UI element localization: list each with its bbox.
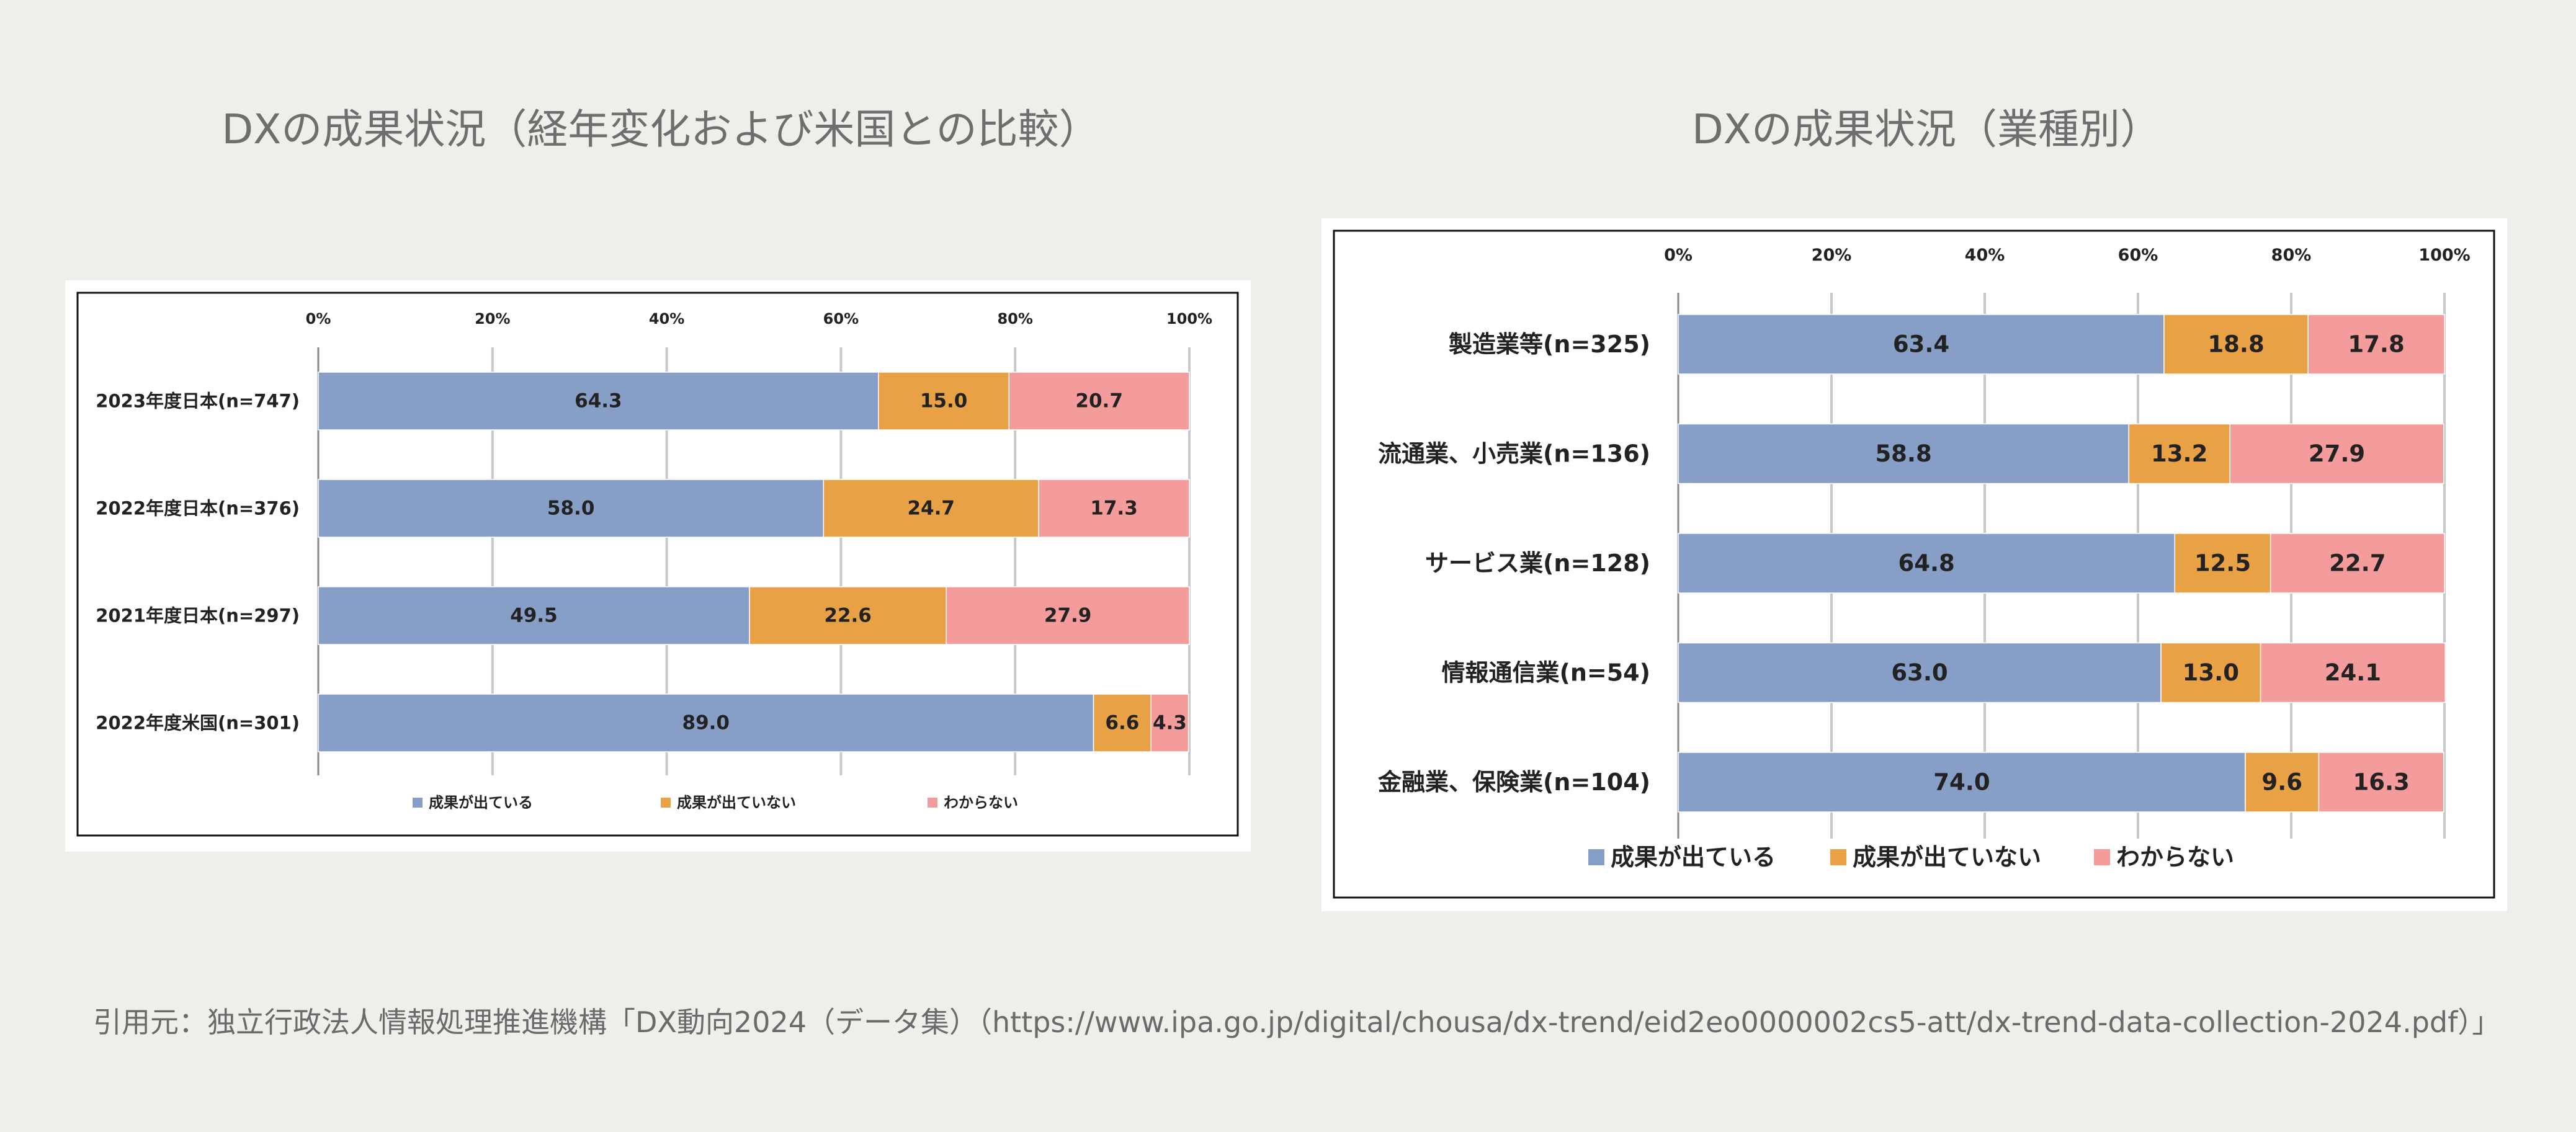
bar-segment <box>2318 752 2444 813</box>
legend-swatch <box>413 798 423 808</box>
chart-svg-yearly: 0% 20% 40% 60% 80% 100% 2023年度日本(n=747) 64.3 15.… <box>76 292 1239 837</box>
data-label: 13.2 <box>2151 440 2207 467</box>
legend-label: わからない <box>2116 844 2234 871</box>
data-label: 16.3 <box>2353 769 2409 796</box>
bar-segment <box>1678 752 2246 813</box>
chart-title-left: DXの成果状況（経年変化および米国との比較） <box>221 105 1100 153</box>
chart-frame <box>76 292 1239 837</box>
bar-segment <box>823 479 1039 538</box>
bar-segment <box>2245 752 2320 813</box>
chart-frame <box>1333 230 2495 899</box>
legend-label: 成果が出ていない <box>1853 844 2041 871</box>
data-label: 27.9 <box>2309 440 2365 467</box>
x-tick-label: 40% <box>1965 246 2005 265</box>
data-label: 63.0 <box>1891 659 1948 686</box>
x-tick-label: 80% <box>2271 246 2312 265</box>
bar-segment <box>318 479 825 538</box>
x-tick-label: 40% <box>649 310 684 328</box>
bar-segment <box>318 693 1094 752</box>
legend-label: わからない <box>944 794 1018 811</box>
chart-svg-industry: 0% 20% 40% 60% 80% 100% 製造業等(n=325) 63.4 18.8 17.… <box>1333 230 2495 899</box>
category-label: サービス業(n=128) <box>1425 550 1650 577</box>
category-label: 2021年度日本(n=297) <box>96 605 300 626</box>
category-label: 2022年度日本(n=376) <box>96 498 300 519</box>
x-tick-label: 100% <box>1166 310 1212 328</box>
x-tick-label: 20% <box>1812 246 1852 265</box>
bar-segment <box>2307 314 2445 375</box>
data-label: 17.3 <box>1090 497 1138 520</box>
data-label: 13.0 <box>2183 659 2239 686</box>
category-label: 金融業、保険業(n=104) <box>1377 769 1650 796</box>
bar-segment <box>1008 372 1190 430</box>
x-tick-label: 80% <box>997 310 1032 328</box>
legend-label: 成果が出ていない <box>677 794 796 811</box>
category-label: 2023年度日本(n=747) <box>96 391 300 412</box>
data-label: 89.0 <box>682 712 730 734</box>
legend-swatch <box>928 798 937 808</box>
data-label: 20.7 <box>1075 390 1123 412</box>
data-label: 22.6 <box>824 605 872 627</box>
legend-swatch <box>1830 849 1846 865</box>
bar-segment <box>318 586 750 645</box>
data-label: 64.3 <box>575 390 622 412</box>
bar-segment <box>1150 693 1189 752</box>
bar-segment <box>2270 533 2445 594</box>
category-label: 2022年度米国(n=301) <box>96 713 300 734</box>
x-tick-label: 60% <box>2118 246 2158 265</box>
data-label: 18.8 <box>2207 331 2264 358</box>
bar-segment <box>1093 693 1152 752</box>
category-label: 情報通信業(n=54) <box>1441 659 1650 687</box>
data-label: 17.8 <box>2348 331 2404 358</box>
citation-text: 引用元：独立行政法人情報処理推進機構「DX動向2024（データ集）（https:… <box>93 1005 2501 1039</box>
data-label: 58.8 <box>1875 440 1931 467</box>
data-label: 4.3 <box>1153 712 1187 734</box>
data-label: 22.7 <box>2329 550 2386 577</box>
bar-segment <box>1678 642 2162 703</box>
data-label: 58.0 <box>547 497 595 520</box>
bar-segment <box>318 372 879 430</box>
bar-segment <box>1678 533 2176 594</box>
x-tick-label: 60% <box>823 310 859 328</box>
chart-card-industry: 0% 20% 40% 60% 80% 100% 製造業等(n=325) 63.4 18.8 17.… <box>1322 218 2507 911</box>
bar-segment <box>2229 423 2444 484</box>
legend-swatch <box>661 798 671 808</box>
data-label: 24.7 <box>907 497 955 520</box>
bar-segment <box>1038 479 1190 538</box>
category-label: 製造業等(n=325) <box>1449 331 1650 358</box>
data-label: 27.9 <box>1044 605 1092 627</box>
bar-segment <box>749 586 947 645</box>
data-label: 49.5 <box>510 605 558 627</box>
x-tick-label: 0% <box>306 310 331 328</box>
legend-swatch <box>1588 849 1604 865</box>
data-label: 24.1 <box>2325 659 2381 686</box>
x-tick-label: 100% <box>2418 246 2470 265</box>
bar-segment <box>1678 423 2129 484</box>
data-label: 64.8 <box>1898 550 1954 577</box>
chart-title-right: DXの成果状況（業種別） <box>1691 105 2162 153</box>
x-tick-label: 0% <box>1664 246 1693 265</box>
chart-card-yearly: 0% 20% 40% 60% 80% 100% 2023年度日本(n=747) 64.3 15.… <box>65 280 1251 852</box>
data-label: 6.6 <box>1105 712 1139 734</box>
legend-swatch <box>2094 849 2110 865</box>
data-label: 63.4 <box>1893 331 1949 358</box>
data-label: 9.6 <box>2261 769 2302 796</box>
bar-segment <box>878 372 1010 430</box>
data-label: 74.0 <box>1933 769 1990 796</box>
bar-segment <box>946 586 1190 645</box>
data-label: 15.0 <box>920 390 968 412</box>
legend-label: 成果が出ている <box>429 794 533 811</box>
legend-label: 成果が出ている <box>1611 844 1776 871</box>
category-label: 流通業、小売業(n=136) <box>1378 440 1650 468</box>
data-label: 12.5 <box>2194 550 2251 577</box>
x-tick-label: 20% <box>475 310 510 328</box>
bar-segment <box>2260 642 2446 703</box>
